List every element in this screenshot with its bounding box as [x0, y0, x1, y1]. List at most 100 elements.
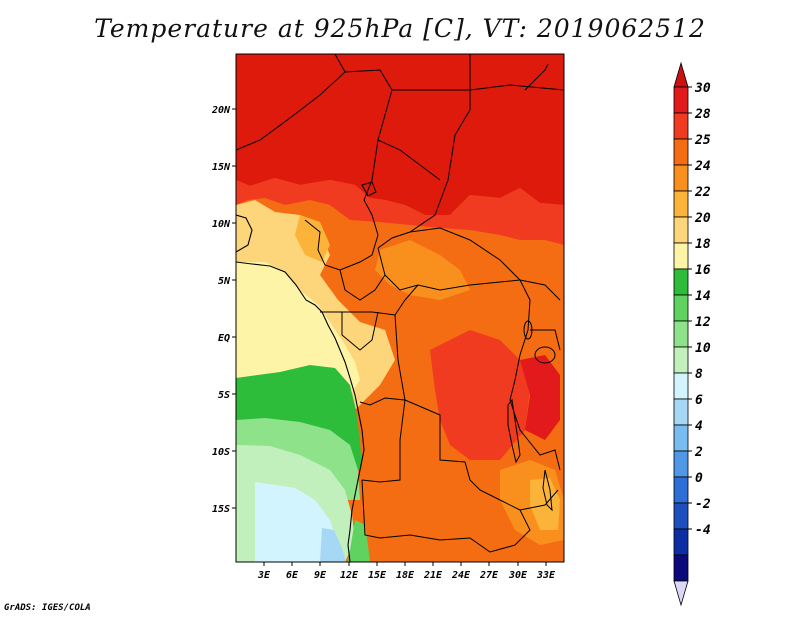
coastline-path — [236, 261, 365, 562]
lat-label: 5N — [218, 276, 231, 287]
border-line — [361, 479, 471, 541]
field-region-atlantic-10-12 — [255, 482, 338, 562]
border-line — [509, 279, 531, 441]
lakes — [361, 63, 556, 512]
lon-label: 18E — [396, 570, 415, 581]
lake-tanganyika-outline — [507, 398, 521, 464]
colorbar-label: 4 — [695, 419, 703, 434]
lake-chad-outline — [361, 181, 377, 197]
lon-label: 12E — [340, 570, 359, 581]
colorbar-label: 22 — [694, 185, 711, 200]
lon-label: 15E — [368, 570, 387, 581]
lon-label: 33E — [536, 570, 556, 581]
border-line — [469, 84, 564, 91]
colorbar-label: 2 — [694, 445, 703, 460]
lat-label: 15S — [212, 504, 230, 515]
colorbar-swatch — [673, 86, 689, 114]
colorbar-swatch — [673, 216, 689, 244]
colorbar-label: 16 — [695, 263, 711, 278]
field-region-north-gt30 — [236, 54, 564, 215]
colorbar-swatch — [673, 112, 689, 140]
border-line — [334, 54, 346, 73]
border-line — [519, 279, 561, 301]
colorbar-label: 30 — [694, 81, 711, 96]
lat-label: EQ — [218, 333, 230, 344]
colorbar-label: 20 — [694, 211, 711, 226]
field-region-east-highland-22-24 — [530, 478, 560, 530]
field-region-atlantic-8-10 — [320, 528, 346, 562]
colorbar-swatch — [673, 528, 689, 556]
colorbar-swatch — [673, 450, 689, 478]
border-line — [404, 399, 501, 501]
colorbar-swatch — [673, 190, 689, 218]
red-sea-coast — [524, 63, 549, 91]
lat-label: 5S — [218, 390, 230, 401]
colorbar-swatch — [673, 268, 689, 296]
colorbar-label: 8 — [695, 367, 703, 382]
lon-label: 3E — [257, 570, 271, 581]
colorbar-label: 12 — [695, 315, 711, 330]
lon-label: 30E — [508, 570, 528, 581]
lat-label: 10N — [212, 219, 231, 230]
lon-label: 21E — [423, 570, 443, 581]
colorbar-label: 10 — [695, 341, 711, 356]
lon-axis: 3E 6E 9E 12E 15E 18E 21E 24E 27E 30E 33E — [257, 562, 556, 581]
colorbar-swatch — [673, 346, 689, 374]
colorbar-label: 18 — [695, 237, 711, 252]
colorbar-label: 0 — [695, 471, 703, 486]
border-line — [341, 311, 379, 351]
border-line — [377, 90, 471, 249]
lat-axis: 20N 15N 10N 5N EQ 5S 10S 15S — [211, 105, 236, 515]
field-region-east-28-30 — [430, 330, 530, 460]
colorbar-label: 14 — [695, 289, 711, 304]
colorbar-swatch — [673, 138, 689, 166]
lon-label: 27E — [479, 570, 499, 581]
coastline-path — [236, 214, 253, 253]
border-line — [361, 399, 406, 483]
colorbar-swatch — [673, 320, 689, 348]
colorbar-swatch — [673, 502, 689, 530]
colorbar-swatch — [673, 294, 689, 322]
border-line — [519, 489, 559, 511]
lake-malawi-outline — [542, 469, 553, 512]
lon-label: 24E — [451, 570, 471, 581]
colorbar-label: -2 — [695, 497, 711, 512]
colorbar-label: 28 — [694, 107, 711, 122]
field-region-gulf-18-20 — [236, 262, 360, 395]
colorbar-swatch — [673, 476, 689, 504]
colorbar-swatch — [673, 398, 689, 426]
border-line — [359, 314, 406, 406]
colorbar-label: 6 — [695, 393, 703, 408]
border-line — [530, 329, 561, 351]
lat-label: 15N — [212, 162, 231, 173]
border-line — [377, 139, 441, 181]
colorbar-top-arrow — [673, 61, 689, 88]
colorbar-swatch — [673, 424, 689, 452]
lake-victoria-outline — [534, 346, 556, 364]
lake-albert-outline — [523, 320, 533, 340]
grads-credit: GrADS: IGES/COLA — [4, 603, 91, 613]
colorbar-swatch — [673, 164, 689, 192]
lon-label: 6E — [286, 570, 299, 581]
field-region-riftvalley-28-30 — [520, 355, 560, 440]
colorbar-label: 24 — [694, 159, 711, 174]
border-line — [377, 247, 521, 291]
map-frame — [235, 53, 565, 563]
border-line — [469, 499, 531, 553]
field-region-cameroon-highland-22-24 — [295, 215, 330, 262]
colorbar-swatch — [673, 372, 689, 400]
border-line — [409, 227, 521, 281]
chart-title: Temperature at 925hPa [C], VT: 201906251… — [94, 14, 706, 43]
country-borders — [236, 54, 564, 553]
border-line — [236, 69, 393, 201]
colorbar-swatch — [673, 554, 689, 582]
border-line — [527, 439, 561, 471]
lat-label: 20N — [211, 105, 231, 116]
lon-label: 9E — [314, 570, 327, 581]
colorbar-swatch — [673, 242, 689, 270]
coastline — [236, 214, 365, 562]
field-region-inland-24-25 — [375, 240, 470, 300]
lat-label: 10S — [212, 447, 230, 458]
colorbar-bottom-arrow — [673, 580, 689, 607]
